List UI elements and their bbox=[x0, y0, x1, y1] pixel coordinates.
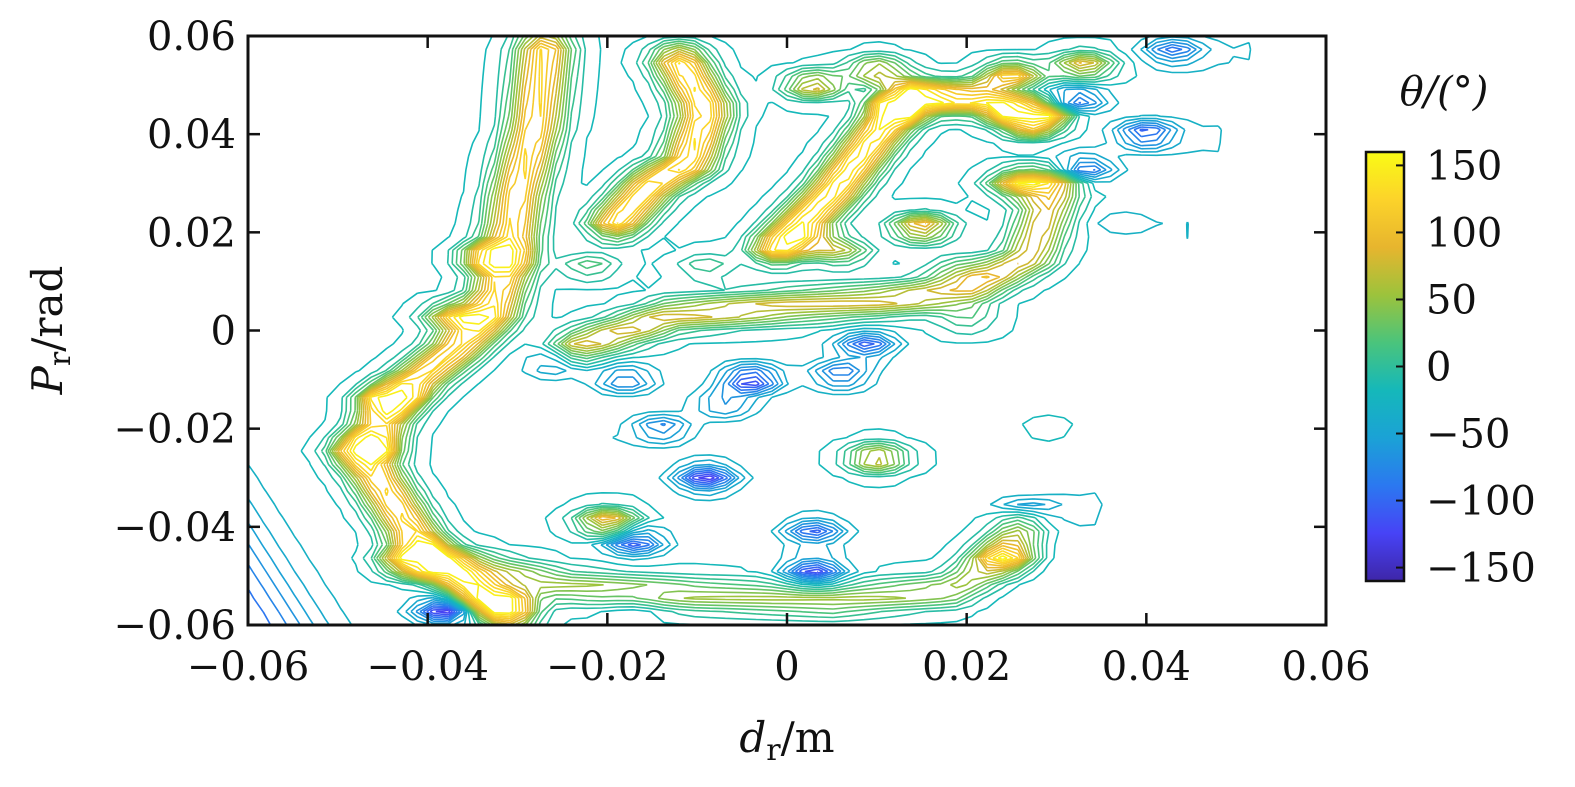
colorbar: θ/(°) 150 100 50 0 −50 −100 −150 bbox=[1364, 69, 1536, 592]
contour-level-15 bbox=[327, 36, 1111, 625]
colorbar-tick-label-4: −50 bbox=[1426, 412, 1510, 458]
contour-level-6 bbox=[248, 43, 1192, 625]
contour-level-23 bbox=[346, 48, 1056, 618]
colorbar-tick-label-1: 100 bbox=[1426, 210, 1502, 256]
contour-level-9 bbox=[248, 36, 1212, 625]
x-axis-label-unit: /m bbox=[781, 713, 835, 762]
contour-level-16 bbox=[329, 36, 1107, 625]
contour-level-20 bbox=[337, 39, 1082, 624]
y-axis-label: Pr/rad bbox=[23, 266, 78, 396]
plot-area: −0.06 −0.04 −0.02 0 0.02 0.04 0.06 −0.06−0.04−… bbox=[113, 14, 1370, 690]
contour-level-3 bbox=[429, 380, 824, 616]
x-tick-label-4: 0.02 bbox=[922, 644, 1011, 690]
contour-level-10 bbox=[248, 36, 1252, 625]
svg-text:dr/m: dr/m bbox=[739, 713, 834, 768]
x-tick-label-6: 0.06 bbox=[1281, 644, 1370, 690]
colorbar-tick-label-3: 0 bbox=[1426, 345, 1451, 391]
y-tick-label-5: 0.04 bbox=[147, 112, 236, 158]
colorbar-ticks: 150 100 50 0 −50 −100 −150 bbox=[1396, 143, 1536, 592]
contour-level-2 bbox=[435, 475, 819, 614]
colorbar-tick-label-2: 50 bbox=[1426, 277, 1477, 323]
y-tick-label-3: 0 bbox=[211, 309, 236, 355]
contour-level-13 bbox=[320, 36, 1121, 625]
y-tick-label-4: 0.02 bbox=[147, 210, 236, 256]
contour-level-4 bbox=[426, 128, 1149, 618]
x-tick-label-5: 0.04 bbox=[1102, 644, 1191, 690]
x-tick-label-1: −0.04 bbox=[366, 644, 489, 690]
x-axis-ticks: −0.06 −0.04 −0.02 0 0.02 0.04 0.06 bbox=[187, 36, 1371, 690]
contour-level-24 bbox=[349, 61, 1054, 616]
contour-level-17 bbox=[331, 36, 1103, 625]
colorbar-tick-label-6: −150 bbox=[1426, 546, 1536, 592]
x-tick-label-2: −0.02 bbox=[546, 644, 669, 690]
y-tick-label-6: 0.06 bbox=[147, 14, 236, 60]
y-axis-label-unit: /rad bbox=[23, 266, 72, 352]
y-axis-ticks: −0.06 −0.04 −0.02 0 0.02 0.04 0.06 bbox=[113, 14, 1326, 649]
y-axis-label-sub: r bbox=[43, 351, 78, 366]
x-axis-label-main: d bbox=[739, 713, 766, 762]
contour-lines bbox=[248, 36, 1252, 625]
contour-level-5 bbox=[248, 46, 1183, 625]
x-axis-label: dr/m bbox=[739, 713, 834, 768]
y-axis-label-main: P bbox=[23, 365, 72, 395]
contour-level-19 bbox=[335, 36, 1095, 625]
contour-level-8 bbox=[248, 38, 1203, 625]
contour-level-12 bbox=[314, 36, 1126, 625]
contour-level-14 bbox=[325, 36, 1115, 625]
x-tick-label-3: 0 bbox=[774, 644, 799, 690]
contour-level-25 bbox=[352, 87, 1052, 614]
y-tick-label-1: −0.04 bbox=[113, 505, 236, 551]
x-axis-label-sub: r bbox=[766, 733, 781, 768]
colorbar-title: θ/(°) bbox=[1400, 69, 1489, 115]
colorbar-tick-label-5: −100 bbox=[1426, 479, 1536, 525]
contour-level-22 bbox=[343, 45, 1058, 620]
y-tick-label-0: −0.06 bbox=[113, 603, 236, 649]
svg-text:Pr/rad: Pr/rad bbox=[23, 266, 78, 396]
contour-level-7 bbox=[248, 41, 1197, 625]
colorbar-tick-label-0: 150 bbox=[1426, 143, 1502, 189]
contour-level-18 bbox=[333, 36, 1099, 625]
y-tick-label-2: −0.02 bbox=[113, 407, 236, 453]
contour-level-11 bbox=[300, 36, 1138, 625]
x-tick-label-0: −0.06 bbox=[187, 644, 310, 690]
contour-level-21 bbox=[339, 42, 1060, 622]
